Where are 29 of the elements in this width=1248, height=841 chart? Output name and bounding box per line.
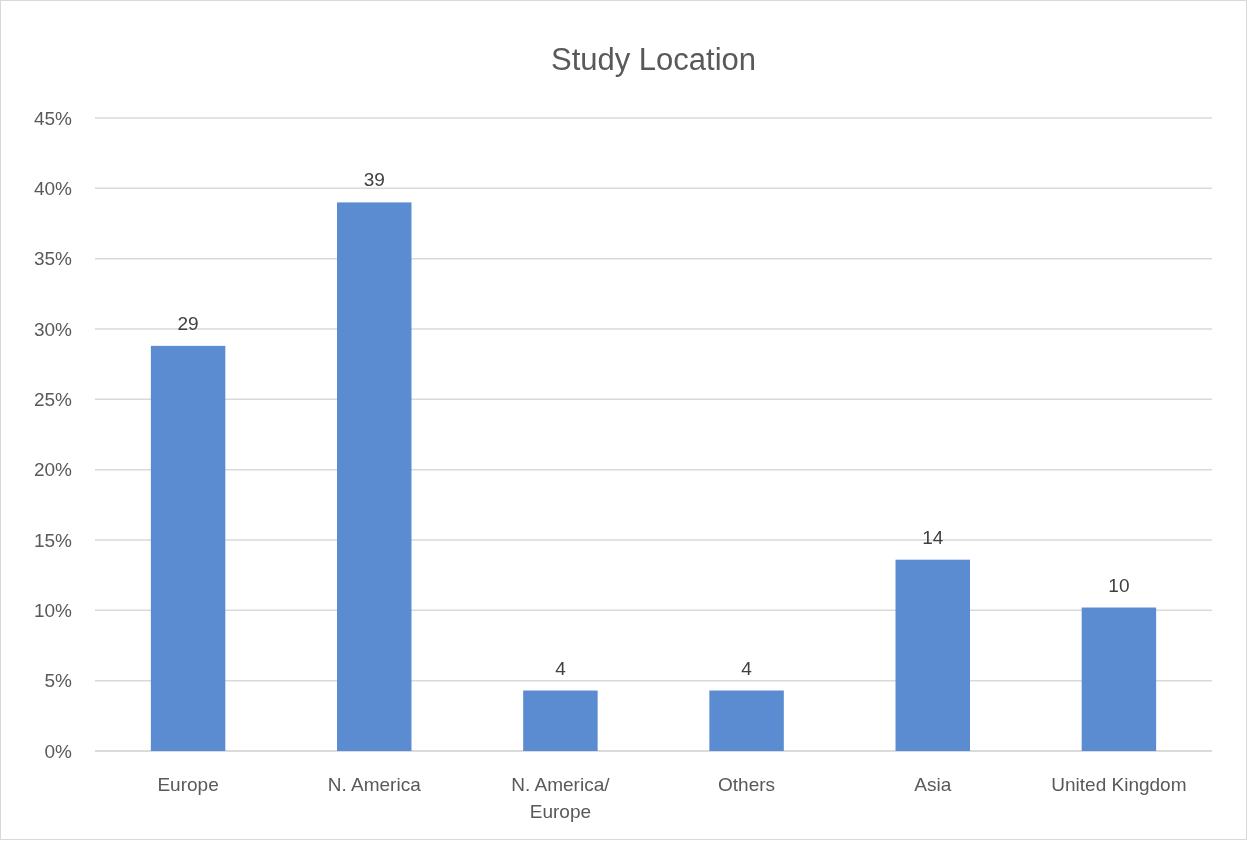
y-tick-label: 40% [33,177,73,199]
bar [709,690,784,751]
data-label: 10 [1108,574,1130,596]
bar [523,690,598,751]
y-tick-label: 35% [33,248,73,270]
y-tick-label: 0% [44,740,73,762]
x-tick-label: N. America [327,774,422,795]
x-tick-label: N. America/ Europe [511,774,611,822]
y-tick-label: 25% [33,388,73,410]
chart-title: Study Location [550,42,757,77]
bar [895,559,970,751]
y-tick-label: 10% [33,599,73,621]
y-tick-label: 20% [33,459,73,481]
y-tick-label: 30% [33,318,73,340]
y-tick-label: 5% [44,670,73,692]
y-tick-label: 15% [33,529,73,551]
x-tick-label: United Kingdom [1051,774,1187,795]
x-tick-label: Europe [157,774,219,795]
data-label: 39 [363,169,385,191]
data-label: 14 [922,526,944,548]
y-tick-label: 45% [33,107,73,129]
bar [337,202,412,751]
bar [150,345,226,751]
x-tick-label: Others [718,774,776,795]
data-label: 29 [177,312,199,334]
data-label: 4 [741,657,753,679]
data-label: 4 [555,657,567,679]
bar [1081,607,1157,751]
x-tick-label: Asia [914,774,952,795]
